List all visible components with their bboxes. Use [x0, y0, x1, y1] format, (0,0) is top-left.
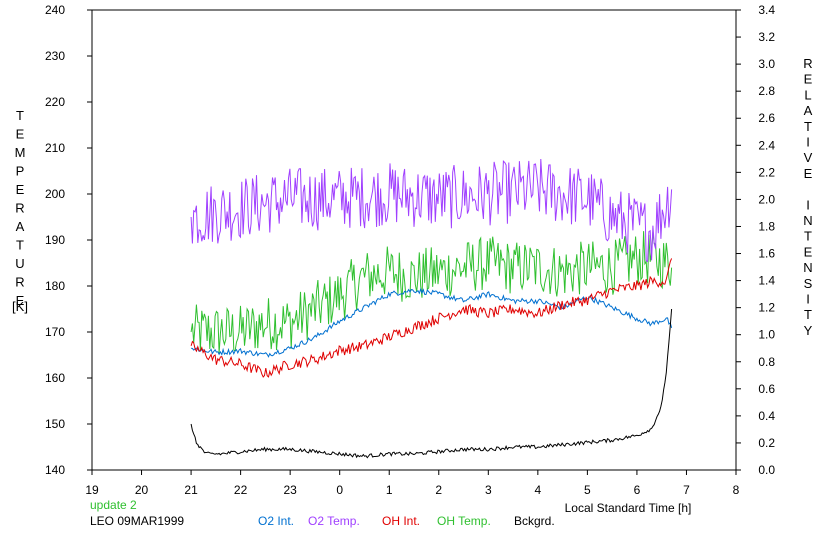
y-right-tick-label: 1.6 — [758, 247, 775, 261]
legend-item: OH Int. — [382, 514, 421, 528]
y-right-tick-label: 2.6 — [758, 111, 775, 125]
y-left-tick-label: 220 — [45, 95, 65, 109]
y-right-tick-label: 0.2 — [758, 436, 775, 450]
y-right-tick-label: 2.8 — [758, 84, 775, 98]
series-line — [190, 231, 673, 354]
x-tick-label: 23 — [283, 483, 297, 497]
y-right-tick-label: 1.0 — [758, 328, 775, 342]
y-right-tick-label: 3.2 — [758, 30, 775, 44]
y-right-tick-label: 0.0 — [758, 463, 775, 477]
y-right-tick-label: 1.2 — [758, 301, 775, 315]
y-right-tick-label: 2.2 — [758, 165, 775, 179]
y-right-tick-label: 0.6 — [758, 382, 775, 396]
x-tick-label: 8 — [733, 483, 740, 497]
series-line — [190, 158, 673, 263]
legend-item: Bckgrd. — [514, 514, 555, 528]
y-left-axis-unit: [K] — [12, 299, 28, 314]
y-right-tick-label: 0.4 — [758, 409, 775, 423]
x-tick-label: 4 — [535, 483, 542, 497]
y-left-tick-label: 200 — [45, 187, 65, 201]
y-right-tick-label: 3.4 — [758, 3, 775, 17]
y-left-tick-label: 240 — [45, 3, 65, 17]
series-line — [190, 258, 673, 378]
legend-item: O2 Temp. — [308, 514, 360, 528]
y-right-tick-label: 1.4 — [758, 274, 775, 288]
y-left-tick-label: 180 — [45, 279, 65, 293]
y-left-tick-label: 140 — [45, 463, 65, 477]
axes-layer: 19 20 21 22 23 0 1 2 3 4 5 6 7 8240230220210200190180… — [45, 3, 775, 497]
station-date-label: LEO 09MAR1999 — [90, 514, 185, 528]
y-right-tick-label: 0.8 — [758, 355, 775, 369]
x-tick-label: 22 — [234, 483, 248, 497]
x-tick-label: 0 — [336, 483, 343, 497]
y-left-tick-label: 190 — [45, 233, 65, 247]
y-left-tick-label: 160 — [45, 371, 65, 385]
x-tick-label: 7 — [683, 483, 690, 497]
y-right-tick-label: 2.4 — [758, 138, 775, 152]
x-axis-label: Local Standard Time [h] — [565, 501, 692, 515]
legend-item: OH Temp. — [437, 514, 491, 528]
series-line — [190, 287, 673, 358]
y-right-tick-label: 2.0 — [758, 192, 775, 206]
x-tick-label: 1 — [386, 483, 393, 497]
x-tick-label: 19 — [85, 483, 99, 497]
y-left-tick-label: 210 — [45, 141, 65, 155]
x-tick-label: 21 — [184, 483, 198, 497]
y-left-tick-label: 230 — [45, 49, 65, 63]
x-tick-label: 5 — [584, 483, 591, 497]
y-left-tick-label: 150 — [45, 417, 65, 431]
x-tick-label: 2 — [435, 483, 442, 497]
x-tick-label: 6 — [634, 483, 641, 497]
y-right-tick-label: 3.0 — [758, 57, 775, 71]
series-line — [190, 308, 673, 459]
x-tick-label: 20 — [135, 483, 149, 497]
legend-item: O2 Int. — [258, 514, 295, 528]
y-left-tick-label: 170 — [45, 325, 65, 339]
y-right-tick-label: 1.8 — [758, 219, 775, 233]
update-label: update 2 — [90, 498, 137, 512]
plot-frame — [91, 9, 737, 471]
x-tick-label: 3 — [485, 483, 492, 497]
series-layer — [190, 158, 673, 459]
